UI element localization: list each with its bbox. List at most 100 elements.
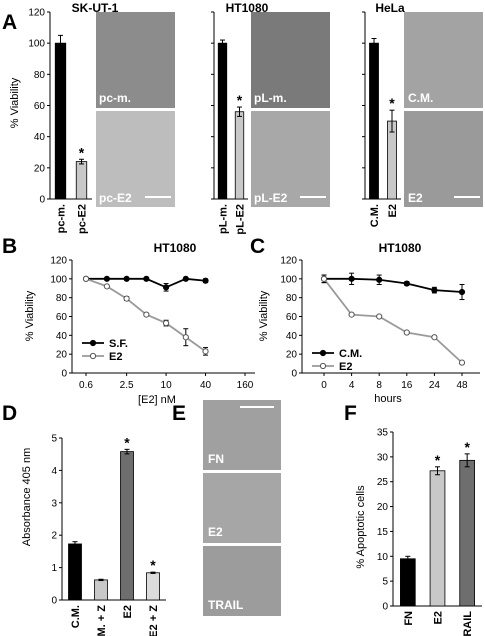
micrograph-label: pL-E2 [254, 191, 288, 205]
bar [400, 558, 416, 607]
y-tick-label: 100 [28, 39, 45, 50]
micrograph-label: C.M. [408, 91, 433, 105]
y-tick-label: 100 [50, 274, 67, 285]
data-point [162, 319, 170, 327]
bar [94, 579, 108, 601]
data-point [431, 287, 438, 294]
y-tick-label: 5 [382, 577, 388, 588]
data-point [162, 284, 170, 291]
panel-d-y-axis-label: Absorbance 405 nm [21, 448, 33, 546]
panel-a-title-hela: HeLa [375, 1, 405, 15]
y-tick-label: 80 [34, 70, 46, 81]
data-point [143, 275, 150, 282]
legend-label: E2 [109, 351, 122, 363]
y-tick-label: 120 [50, 256, 67, 267]
x-category-label: pL-m. [218, 204, 230, 234]
x-tick-label: 0.6 [79, 380, 93, 391]
x-tick-label: 4 [349, 380, 355, 391]
micrograph-label: FN [208, 452, 224, 466]
significance-marker: * [435, 452, 441, 468]
legend-label: S.F. [109, 338, 128, 350]
data-point [103, 275, 110, 282]
data-point [143, 311, 150, 318]
x-category-label: pL-E2 [235, 204, 247, 235]
y-tick-label: 0 [382, 602, 388, 613]
y-tick-label: 20 [34, 163, 46, 174]
x-tick-label: 2.5 [120, 380, 134, 391]
panel-label-c: C [250, 235, 265, 258]
data-point [458, 359, 466, 366]
panel-a-sk-ut-1-chart: 0 20 40 60 80 100 120 pc-m. * pc-E2 [28, 8, 92, 234]
bar [217, 42, 228, 200]
y-tick-label: 120 [28, 8, 45, 19]
x-category-label: E2 [387, 204, 399, 217]
panel-d-chart: 0 1 2 3 4 5 C.M. C.M. + Z * E2 * E2 + Z [51, 434, 166, 636]
y-tick-label: 20 [56, 350, 68, 361]
panel-b-title: HT1080 [154, 241, 197, 255]
y-tick-label: 20 [377, 502, 389, 513]
micrograph-trail: TRAIL [203, 546, 281, 616]
data-point [82, 275, 90, 282]
panel-label-a: A [2, 11, 17, 34]
significance-marker: * [389, 95, 395, 111]
x-category-label: FN [403, 611, 415, 626]
x-category-label: TRAIL [462, 611, 474, 636]
micrograph-label: E2 [208, 525, 223, 539]
x-category-label: pc-E2 [77, 204, 89, 234]
micrograph-label: pc-m. [99, 91, 131, 105]
x-category-label: pc-m. [56, 204, 68, 233]
micrograph-label: E2 [408, 191, 423, 205]
y-tick-label: 120 [280, 256, 297, 267]
micrograph-fn: FN [203, 400, 281, 470]
data-point [202, 348, 209, 355]
y-tick-label: 1 [51, 563, 57, 574]
y-tick-label: 40 [286, 331, 298, 342]
micrograph-sk-ut-1-e2: pc-E2 [96, 111, 175, 207]
y-tick-label: 3 [51, 498, 57, 509]
bar [234, 111, 245, 200]
panel-c-title: HT1080 [379, 241, 422, 255]
panel-b-chart: 0 20 40 60 80 100 120 0.6 2.5 10 40 160 S.F.E2 [50, 256, 255, 391]
data-point [376, 313, 383, 320]
x-category-label: C.M. + Z [96, 605, 108, 636]
bar [54, 42, 67, 200]
y-tick-label: 60 [56, 312, 68, 323]
data-point [376, 276, 383, 283]
micrograph-sk-ut-1-control: pc-m. [96, 12, 175, 108]
data-point [431, 334, 438, 341]
y-tick-label: 20 [286, 350, 298, 361]
x-category-label: C.M. [369, 204, 381, 227]
panel-label-d: D [2, 402, 17, 425]
data-point [403, 280, 410, 287]
y-tick-label: 60 [34, 101, 46, 112]
significance-marker: * [150, 557, 156, 573]
panel-f-chart: 0 5 10 15 20 25 30 35 FN * E2 * TRAIL [377, 428, 482, 636]
legend-marker [319, 349, 327, 357]
panel-b-x-axis-label: [E2] nM [138, 394, 176, 406]
panel-a-ht1080-chart: pL-m. * pL-E2 [211, 11, 248, 235]
data-point [103, 283, 110, 290]
x-tick-label: 16 [401, 380, 413, 391]
y-tick-label: 15 [377, 527, 389, 538]
y-tick-label: 0 [39, 195, 45, 206]
y-tick-label: 60 [286, 312, 298, 323]
y-tick-label: 40 [56, 331, 68, 342]
bar [68, 543, 82, 601]
bar [146, 572, 160, 601]
y-tick-label: 35 [377, 428, 389, 439]
micrograph-label: TRAIL [208, 598, 243, 612]
y-tick-label: 80 [286, 293, 298, 304]
micrograph-e2: E2 [203, 473, 281, 543]
data-point [202, 277, 209, 284]
bar [120, 451, 134, 601]
panel-a-hela-chart: C.M. * E2 [362, 11, 401, 227]
y-tick-label: 4 [51, 466, 57, 477]
data-point [182, 275, 189, 282]
data-point [403, 329, 410, 336]
panel-label-e: E [172, 402, 186, 425]
micrograph-ht1080-e2: pL-E2 [251, 111, 330, 207]
data-point [123, 275, 130, 282]
x-tick-label: 160 [237, 380, 254, 391]
series-line [323, 278, 463, 364]
